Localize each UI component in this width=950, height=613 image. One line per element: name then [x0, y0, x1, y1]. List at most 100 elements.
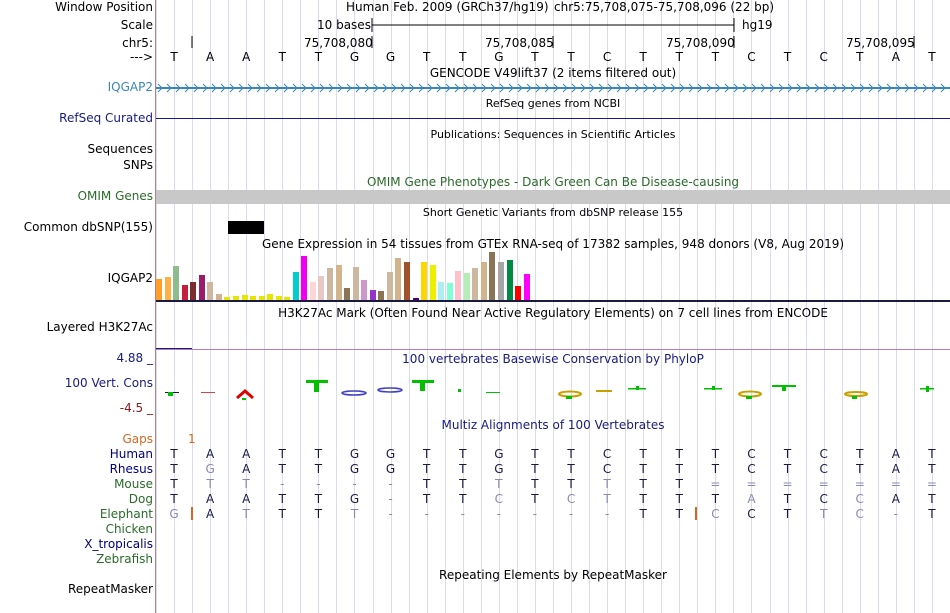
gtex-bar[interactable]: [498, 262, 504, 300]
phylop-column-7: [458, 389, 461, 392]
gtex-bar[interactable]: [344, 288, 351, 300]
gtex-bar[interactable]: [386, 272, 393, 300]
refseq-track-label[interactable]: RefSeq Curated: [59, 111, 153, 125]
alignment-base: T: [459, 447, 467, 461]
gtex-bar[interactable]: [438, 282, 445, 300]
gtex-bar[interactable]: [403, 262, 410, 300]
gtex-baseline: [156, 300, 950, 302]
gtex-bar[interactable]: [352, 267, 359, 300]
species-label[interactable]: Rhesus: [109, 462, 153, 476]
species-label[interactable]: X_tropicalis: [84, 537, 153, 551]
species-label[interactable]: Zebrafish: [96, 552, 153, 566]
gtex-bar[interactable]: [309, 282, 316, 300]
dna-base: A: [206, 50, 215, 64]
gtex-bar[interactable]: [275, 296, 282, 300]
alignment-base: T: [170, 477, 178, 491]
gtex-bar[interactable]: [190, 282, 197, 300]
alignment-base: =: [710, 477, 721, 491]
gtex-bar[interactable]: [361, 280, 368, 300]
gtex-bar[interactable]: [421, 262, 428, 300]
gtex-bar[interactable]: [301, 256, 308, 300]
alignment-base: =: [818, 477, 829, 491]
alignment-base: T: [170, 447, 178, 461]
gtex-track-label[interactable]: IQGAP2: [107, 271, 153, 285]
omim-track-title: OMIM Gene Phenotypes - Dark Green Can Be…: [366, 175, 740, 189]
gtex-bar[interactable]: [369, 290, 376, 300]
gtex-bar[interactable]: [224, 297, 231, 300]
species-label[interactable]: Dog: [128, 492, 153, 506]
sequences-track-label[interactable]: Sequences: [87, 142, 153, 156]
alignment-base: T: [603, 492, 611, 506]
gtex-bar[interactable]: [463, 273, 470, 300]
gtex-bar[interactable]: [335, 265, 342, 300]
dna-base: G: [385, 50, 396, 64]
species-label[interactable]: Chicken: [105, 522, 153, 536]
gtex-bar[interactable]: [327, 268, 333, 300]
gtex-bar[interactable]: [241, 295, 248, 300]
snps-track-label[interactable]: SNPs: [123, 158, 153, 172]
alignment-base: T: [531, 462, 539, 476]
scale-db-text: hg19: [742, 18, 773, 32]
omim-gene-bar[interactable]: [156, 190, 950, 204]
alignment-base: T: [928, 492, 936, 506]
alignment-base: A: [242, 447, 251, 461]
phylop-logo-plot[interactable]: [156, 370, 950, 410]
alignment-base: C: [747, 447, 756, 461]
h3k27-track-label[interactable]: Layered H3K27Ac: [46, 320, 153, 334]
gtex-bar[interactable]: [472, 268, 479, 300]
gtex-bar[interactable]: [215, 294, 222, 300]
gtex-bar[interactable]: [292, 272, 299, 300]
gtex-bar[interactable]: [173, 266, 180, 300]
repeatmasker-track-label[interactable]: RepeatMasker: [67, 582, 153, 596]
species-label[interactable]: Elephant: [99, 507, 153, 521]
cons-min-label: -4.5 _: [119, 401, 153, 415]
gtex-bar[interactable]: [250, 296, 257, 300]
alignment-base: G: [349, 462, 360, 476]
alignment-base: T: [783, 462, 792, 476]
common-snp-track-label[interactable]: Common dbSNP(155): [23, 220, 153, 234]
gtex-bar[interactable]: [515, 286, 522, 300]
alignment-base: C: [711, 507, 720, 521]
gtex-bar[interactable]: [455, 271, 462, 300]
alignment-base: T: [567, 462, 575, 476]
cons-track-label[interactable]: 100 Vert. Cons: [64, 376, 153, 390]
gencode-gene-feature[interactable]: [156, 82, 950, 94]
gtex-bar[interactable]: [523, 274, 530, 300]
gtex-bar[interactable]: [429, 265, 436, 300]
snp-variant-marker[interactable]: [228, 221, 264, 234]
gtex-bar[interactable]: [156, 279, 162, 300]
gtex-bar[interactable]: [181, 285, 188, 300]
refseq-gene-line[interactable]: [156, 118, 950, 119]
gtex-bar[interactable]: [412, 298, 419, 300]
publications-track-title: Publications: Sequences in Scientific Ar…: [430, 128, 676, 141]
species-label[interactable]: Mouse: [114, 477, 153, 491]
dna-base: T: [459, 50, 467, 64]
species-label[interactable]: Human: [109, 447, 153, 461]
alignment-base: T: [783, 492, 792, 506]
label-divider[interactable]: [155, 0, 156, 613]
gtex-bar[interactable]: [258, 296, 265, 300]
gtex-bar[interactable]: [198, 275, 205, 300]
gtex-bar[interactable]: [395, 258, 402, 300]
gtex-bar[interactable]: [207, 282, 214, 300]
alignment-base: T: [639, 462, 647, 476]
gencode-track-label[interactable]: IQGAP2: [107, 80, 153, 94]
dna-base: T: [531, 50, 539, 64]
gtex-bar[interactable]: [232, 296, 239, 300]
omim-track-label[interactable]: OMIM Genes: [77, 189, 153, 203]
gtex-bar[interactable]: [378, 291, 385, 300]
alignment-base: T: [856, 447, 864, 461]
gtex-bar[interactable]: [489, 252, 496, 300]
gtex-bar[interactable]: [318, 276, 325, 300]
alignment-base: T: [675, 477, 683, 491]
alignment-base: -: [460, 507, 465, 521]
gtex-bar[interactable]: [480, 262, 487, 300]
gtex-bar[interactable]: [267, 294, 274, 300]
coord-label-1: 75,708,085: [485, 36, 554, 50]
alignment-base: =: [854, 477, 865, 491]
gtex-bar[interactable]: [506, 260, 513, 300]
gtex-bar[interactable]: [446, 283, 453, 300]
gtex-bar[interactable]: [284, 297, 291, 300]
phylop-column-14: [772, 385, 796, 391]
gtex-bar[interactable]: [164, 277, 171, 300]
